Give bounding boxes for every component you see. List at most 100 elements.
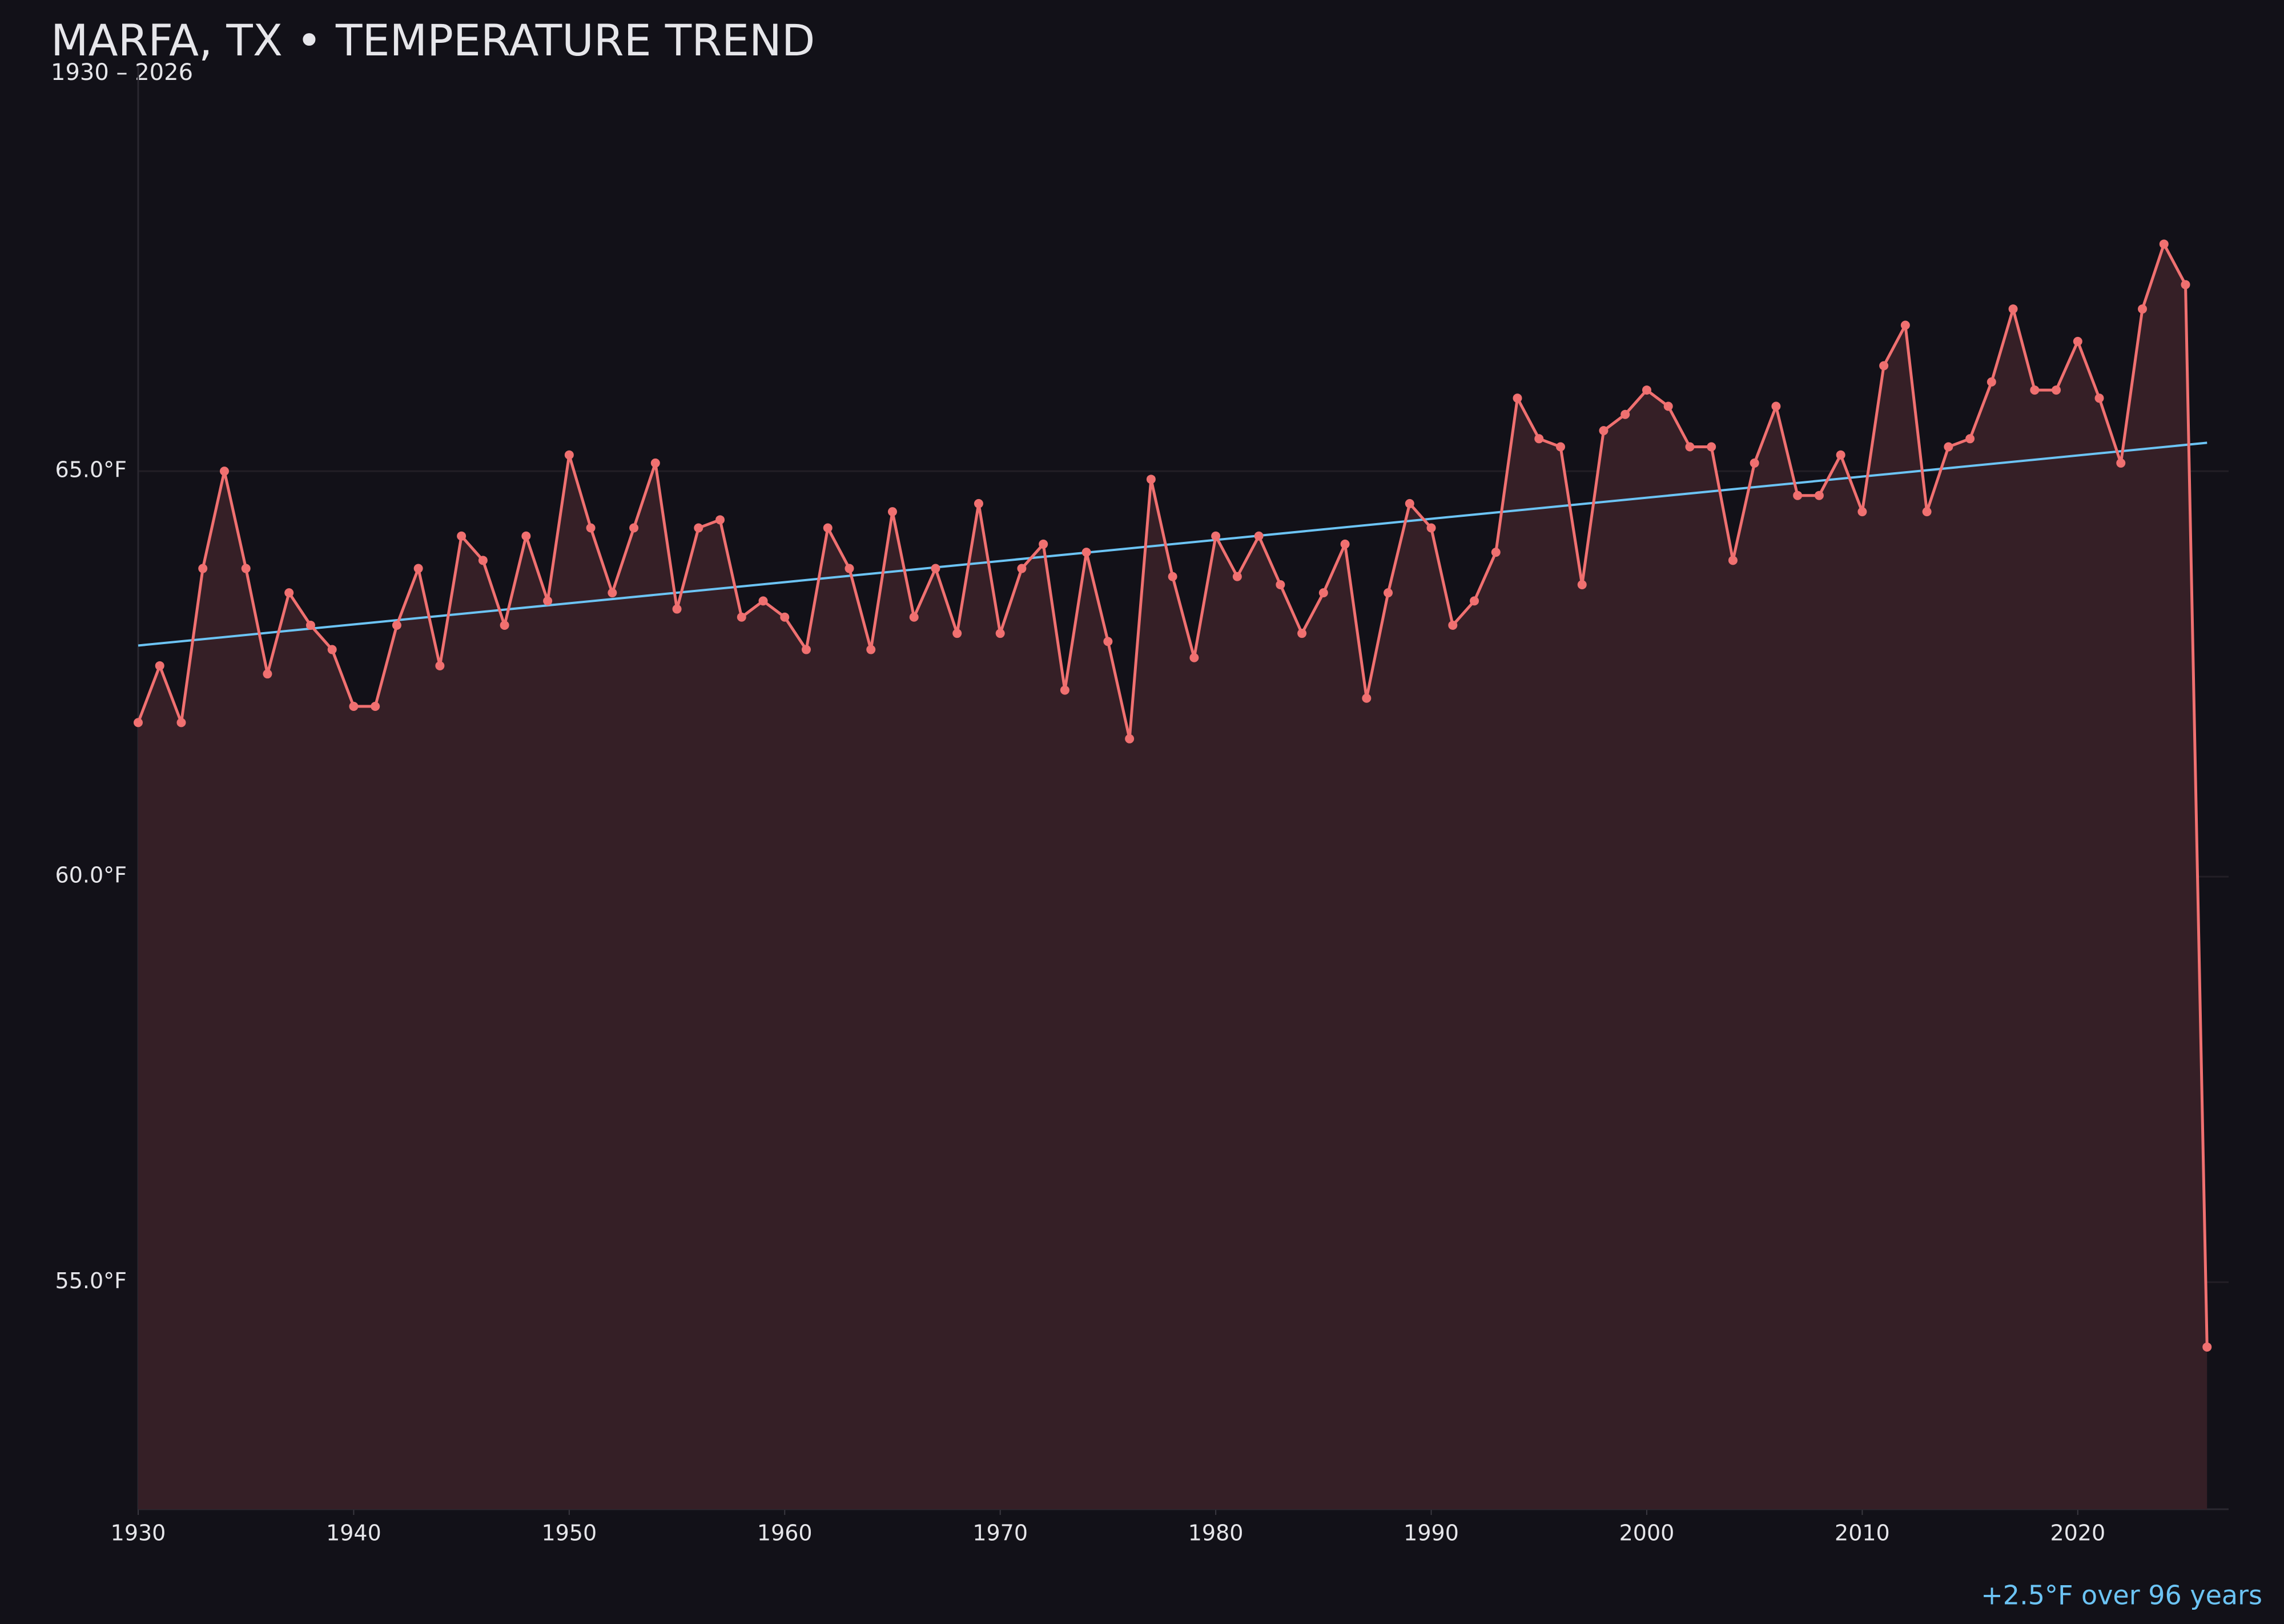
- x-tick-label: 1980: [1188, 1521, 1244, 1546]
- point: [2073, 336, 2082, 346]
- point: [823, 523, 833, 533]
- point: [1254, 531, 1264, 541]
- point: [500, 620, 509, 630]
- point: [1922, 507, 1932, 517]
- point: [1060, 685, 1069, 695]
- point: [263, 669, 272, 679]
- point: [1448, 620, 1458, 630]
- point: [521, 531, 531, 541]
- y-tick-label: 55.0°F: [55, 1268, 127, 1293]
- point: [780, 612, 790, 622]
- y-tick-label: 65.0°F: [55, 457, 127, 483]
- point: [305, 620, 315, 630]
- point: [866, 645, 876, 654]
- point: [2030, 385, 2040, 395]
- point: [1577, 580, 1587, 589]
- point: [1340, 539, 1350, 549]
- point: [1384, 588, 1393, 598]
- x-tick-label: 1940: [326, 1521, 381, 1546]
- x-tick-label: 2000: [1619, 1521, 1675, 1546]
- point: [1771, 401, 1781, 411]
- point: [543, 596, 553, 606]
- point: [1879, 361, 1889, 371]
- point: [1276, 580, 1285, 589]
- y-tick-label: 60.0°F: [55, 863, 127, 888]
- point: [672, 604, 682, 614]
- point: [694, 523, 703, 533]
- point: [2159, 239, 2169, 249]
- point: [1814, 491, 1824, 500]
- point: [1189, 653, 1199, 662]
- point: [198, 564, 208, 573]
- point: [1103, 637, 1113, 646]
- point: [1039, 539, 1048, 549]
- point: [2181, 280, 2190, 290]
- x-tick-label: 1950: [541, 1521, 597, 1546]
- point: [758, 596, 768, 606]
- point: [952, 629, 962, 638]
- point: [2052, 385, 2061, 395]
- point: [241, 564, 251, 573]
- point: [1685, 442, 1695, 452]
- point: [1836, 450, 1845, 460]
- x-tick-label: 2010: [1835, 1521, 1890, 1546]
- point: [392, 620, 401, 630]
- chart-title: MARFA, TX • TEMPERATURE TREND: [51, 15, 815, 66]
- point: [737, 612, 746, 622]
- point: [2008, 304, 2018, 314]
- point: [1146, 475, 1156, 484]
- point: [1987, 377, 1996, 387]
- point: [1362, 693, 1372, 703]
- point: [909, 612, 919, 622]
- point: [995, 629, 1005, 638]
- x-tick-label: 2020: [2050, 1521, 2105, 1546]
- point: [1017, 564, 1027, 573]
- point: [650, 458, 660, 468]
- point: [1663, 401, 1673, 411]
- point: [1642, 385, 1651, 395]
- point: [1555, 442, 1565, 452]
- point: [1534, 434, 1544, 444]
- x-tick-label: 1970: [972, 1521, 1028, 1546]
- x-tick-label: 1990: [1404, 1521, 1459, 1546]
- point: [629, 523, 639, 533]
- point: [413, 564, 423, 573]
- point: [1900, 320, 1910, 330]
- point: [845, 564, 854, 573]
- point: [371, 701, 380, 711]
- point: [349, 701, 359, 711]
- point: [608, 588, 617, 598]
- point: [134, 718, 143, 727]
- area: [138, 244, 2207, 1509]
- point: [1599, 426, 1609, 436]
- point: [284, 588, 294, 598]
- point: [2094, 393, 2104, 403]
- point: [1297, 629, 1307, 638]
- point: [1211, 531, 1221, 541]
- point: [564, 450, 574, 460]
- point: [1944, 442, 1953, 452]
- point: [1426, 523, 1436, 533]
- point: [1857, 507, 1867, 517]
- point: [1081, 548, 1091, 557]
- x-tick-label: 1930: [111, 1521, 166, 1546]
- point: [1620, 409, 1630, 419]
- point: [1793, 491, 1803, 500]
- point: [1513, 393, 1522, 403]
- point: [435, 661, 445, 670]
- point: [1232, 572, 1242, 581]
- point: [1750, 458, 1759, 468]
- point: [1491, 548, 1501, 557]
- point: [974, 499, 983, 508]
- point: [1125, 734, 1135, 743]
- point: [457, 531, 467, 541]
- x-tick-label: 1960: [757, 1521, 813, 1546]
- chart-subtitle: 1930 – 2026: [51, 59, 193, 86]
- point: [176, 718, 186, 727]
- point: [1405, 499, 1414, 508]
- point: [1728, 556, 1738, 565]
- point: [327, 645, 337, 654]
- trend-line: [138, 441, 2207, 647]
- point: [1965, 434, 1975, 444]
